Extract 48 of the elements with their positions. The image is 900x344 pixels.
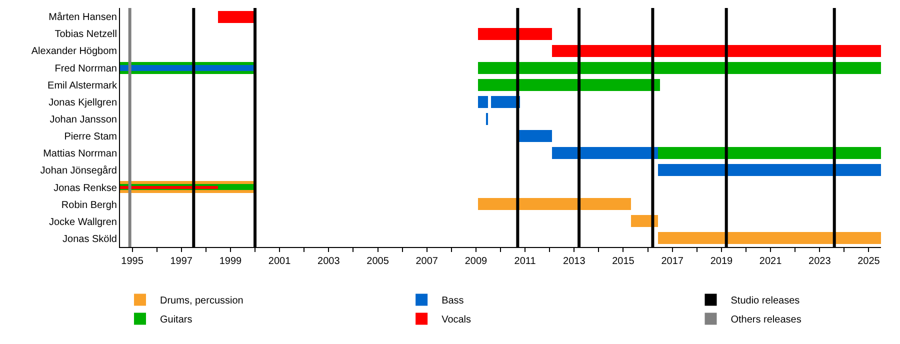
- x-tick-label: 2015: [612, 256, 635, 267]
- y-tick-label: Emil Alstermark: [48, 80, 118, 92]
- bar: [658, 164, 881, 176]
- x-tick-label: 2001: [268, 256, 292, 267]
- x-tick-label: 2019: [710, 256, 733, 267]
- x-tick-label: 2011: [514, 256, 536, 267]
- x-tick-label: 2023: [808, 256, 832, 267]
- y-tick-label: Jocke Wallgren: [49, 216, 117, 228]
- y-tick-label: Jonas Sköld: [62, 234, 117, 245]
- bar: [478, 96, 488, 108]
- x-tick-label: 2007: [416, 256, 438, 267]
- legend-label: Others releases: [730, 314, 802, 326]
- x-tick-label: 2017: [661, 256, 684, 267]
- y-tick-label: Robin Bergh: [61, 200, 117, 211]
- bar: [478, 62, 881, 74]
- bar: [658, 232, 881, 244]
- legend-label: Drums, percussion: [160, 296, 244, 307]
- y-tick-label: Fred Norrman: [54, 63, 117, 74]
- y-tick-label: Pierre Stam: [64, 132, 117, 143]
- x-tick-label: 2021: [759, 256, 782, 267]
- x-tick-label: 1999: [219, 256, 242, 267]
- bar: [478, 79, 660, 91]
- bar: [518, 130, 552, 142]
- bar: [218, 11, 255, 23]
- y-tick-label: Mårten Hansen: [48, 11, 117, 24]
- y-tick-label: Mattias Norrman: [43, 148, 117, 160]
- y-tick-label: Johan Jönsegård: [40, 164, 117, 177]
- legend-label: Bass: [442, 296, 464, 307]
- y-tick-label: Tobias Netzell: [54, 29, 117, 40]
- y-tick-label: Johan Jansson: [50, 114, 117, 126]
- bar: [552, 147, 658, 159]
- legend-label: Studio releases: [730, 296, 800, 307]
- y-tick-label: Alexander Högbom: [31, 46, 117, 58]
- y-tick-label: Jonas Renkse: [54, 182, 118, 194]
- x-tick-label: 2003: [318, 256, 340, 267]
- bar: [658, 147, 881, 159]
- x-tick-label: 1997: [170, 256, 193, 267]
- x-tick-label: 2009: [464, 256, 488, 267]
- x-tick-label: 2013: [563, 256, 586, 267]
- legend-label: Vocals: [442, 314, 472, 326]
- y-tick-label: Jonas Kjellgren: [48, 97, 117, 108]
- bar: [478, 28, 552, 40]
- bar: [552, 45, 881, 57]
- x-tick-label: 2025: [858, 256, 880, 267]
- bar: [478, 198, 631, 210]
- x-tick-label: 2005: [366, 256, 390, 267]
- legend-label: Guitars: [160, 314, 192, 326]
- x-tick-label: 1995: [121, 256, 144, 267]
